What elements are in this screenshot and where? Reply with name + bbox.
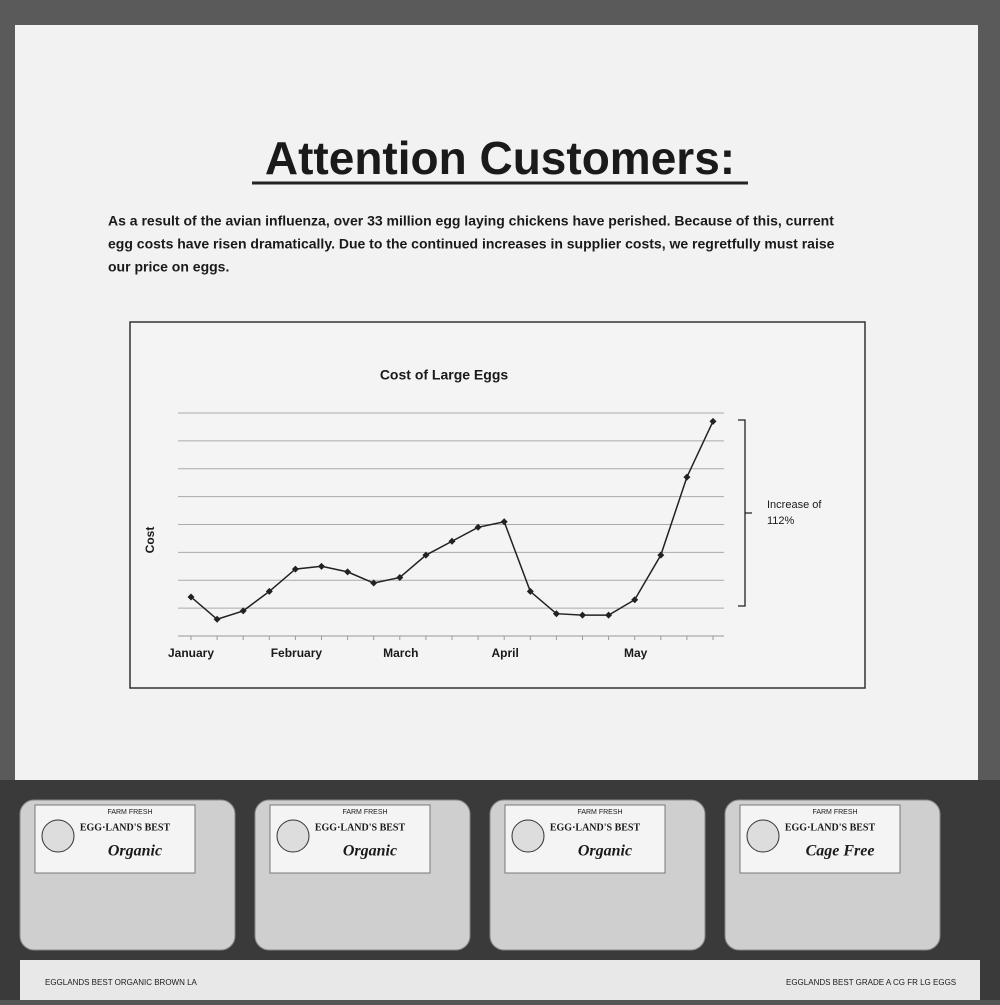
carton-top: FARM FRESH [342, 809, 387, 816]
carton-top: FARM FRESH [812, 809, 857, 816]
carton-logo [41, 819, 75, 853]
carton-variety: Organic [343, 843, 397, 860]
annotation: Increase of [767, 499, 822, 511]
bracket [738, 419, 752, 607]
data-point [265, 587, 273, 595]
data-point [683, 473, 691, 481]
data-point [500, 518, 508, 526]
data-point [631, 596, 639, 604]
annotation: 112% [767, 515, 795, 527]
shelf-label-strip [20, 960, 980, 1000]
data-point [709, 417, 717, 425]
data-point [579, 611, 586, 619]
data-point [657, 551, 665, 559]
data-point [448, 537, 456, 545]
paragraph-line: As a result of the avian influenza, over… [108, 213, 834, 229]
data-point [370, 579, 378, 587]
heading: Attention Customers: [265, 132, 735, 184]
data-point [474, 523, 482, 531]
carton-logo [511, 819, 545, 853]
chart-title: Cost of Large Eggs [380, 367, 509, 383]
shelf-label: EGGLANDS BEST ORGANIC BROWN LA [45, 978, 198, 987]
carton-brand: EGG·LAND'S BEST [550, 822, 641, 833]
data-point [526, 587, 534, 595]
carton-brand: EGG·LAND'S BEST [785, 822, 876, 833]
data-point [605, 611, 613, 619]
x-tick-label: April [492, 646, 519, 660]
data-point [552, 610, 560, 618]
data-point [213, 615, 221, 623]
carton-variety: Organic [578, 843, 632, 860]
carton-logo [746, 819, 780, 853]
carton-top: FARM FRESH [107, 809, 152, 816]
data-point [187, 593, 195, 601]
y-axis-label: Cost [143, 527, 157, 554]
x-tick-label: January [168, 646, 214, 660]
paragraph-line: egg costs have risen dramatically. Due t… [108, 236, 835, 252]
x-tick-label: May [624, 646, 648, 660]
paragraph-line: our price on eggs. [108, 259, 229, 275]
x-tick-label: February [271, 646, 323, 660]
carton-variety: Organic [108, 843, 162, 860]
data-point [239, 607, 247, 615]
data-point [396, 573, 404, 581]
data-point [318, 562, 325, 570]
data-point [291, 565, 299, 573]
carton-variety: Cage Free [806, 843, 875, 860]
data-point [344, 568, 352, 576]
chart-frame [129, 321, 866, 689]
carton-top: FARM FRESH [577, 809, 622, 816]
carton-brand: EGG·LAND'S BEST [80, 822, 171, 833]
carton-logo [276, 819, 310, 853]
carton-brand: EGG·LAND'S BEST [315, 822, 406, 833]
shelf-label: EGGLANDS BEST GRADE A CG FR LG EGGS [786, 978, 956, 987]
x-tick-label: March [383, 646, 418, 660]
data-point [422, 551, 430, 559]
